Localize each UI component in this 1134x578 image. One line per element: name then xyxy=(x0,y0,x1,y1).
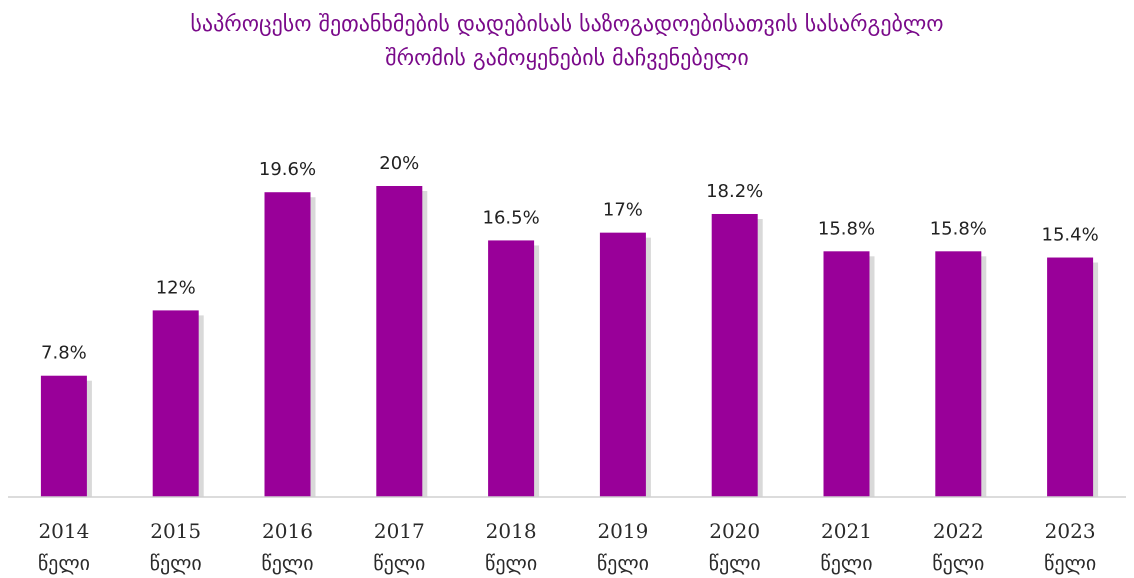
data-label: 17% xyxy=(603,200,643,221)
bar-2020 xyxy=(711,213,758,498)
bar-2015 xyxy=(152,310,199,497)
x-tick-label-word: წელი xyxy=(485,551,537,575)
x-tick-label-year: 2020 xyxy=(709,519,760,543)
x-tick-label-word: წელი xyxy=(1044,551,1096,575)
labels-layer: 7.8% 2014 წელი 12% 2015 წელი 19.6% 2016 წელი 20% 2… xyxy=(38,153,1099,575)
x-tick-label-year: 2023 xyxy=(1045,519,1096,543)
x-tick-label-word: წელი xyxy=(820,551,872,575)
x-tick-label-word: წელი xyxy=(932,551,984,575)
x-tick-label-word: წელი xyxy=(373,551,425,575)
bar-2022 xyxy=(935,251,982,497)
x-tick-label-year: 2022 xyxy=(933,519,984,543)
x-tick-label-year: 2018 xyxy=(486,519,537,543)
x-tick-label-word: წელი xyxy=(150,551,202,575)
x-tick-label-word: წელი xyxy=(709,551,761,575)
x-tick-label-word: წელი xyxy=(38,551,90,575)
bars-layer xyxy=(40,186,1099,498)
bar-2021 xyxy=(823,251,870,497)
data-label: 12% xyxy=(156,277,196,298)
bar-2019 xyxy=(599,232,646,497)
chart-title: საპროცესო შეთანხმების დადებისას საზოგადო… xyxy=(0,8,1134,76)
data-label: 19.6% xyxy=(259,159,316,180)
data-label: 20% xyxy=(379,153,419,174)
data-label: 15.8% xyxy=(818,218,875,239)
x-tick-label-year: 2016 xyxy=(262,519,313,543)
x-tick-label-year: 2019 xyxy=(597,519,648,543)
x-tick-label-year: 2021 xyxy=(821,519,872,543)
x-tick-label-year: 2015 xyxy=(150,519,201,543)
bar-2017 xyxy=(376,186,423,497)
x-tick-label-year: 2014 xyxy=(38,519,89,543)
bar-2023 xyxy=(1047,257,1094,497)
chart-title-line-2: შრომის გამოყენების მაჩვენებელი xyxy=(385,46,749,71)
x-tick-label-year: 2017 xyxy=(374,519,425,543)
data-label: 15.4% xyxy=(1042,225,1099,246)
bar-2014 xyxy=(40,375,87,497)
bar-2018 xyxy=(488,240,535,498)
data-label: 18.2% xyxy=(706,181,763,202)
data-label: 15.8% xyxy=(930,218,987,239)
data-label: 7.8% xyxy=(41,343,87,364)
x-tick-label-word: წელი xyxy=(597,551,649,575)
x-tick-label-word: წელი xyxy=(261,551,313,575)
bar-2016 xyxy=(264,192,311,497)
data-label: 16.5% xyxy=(483,207,540,228)
chart-title-line-1: საპროცესო შეთანხმების დადებისას საზოგადო… xyxy=(190,12,944,37)
